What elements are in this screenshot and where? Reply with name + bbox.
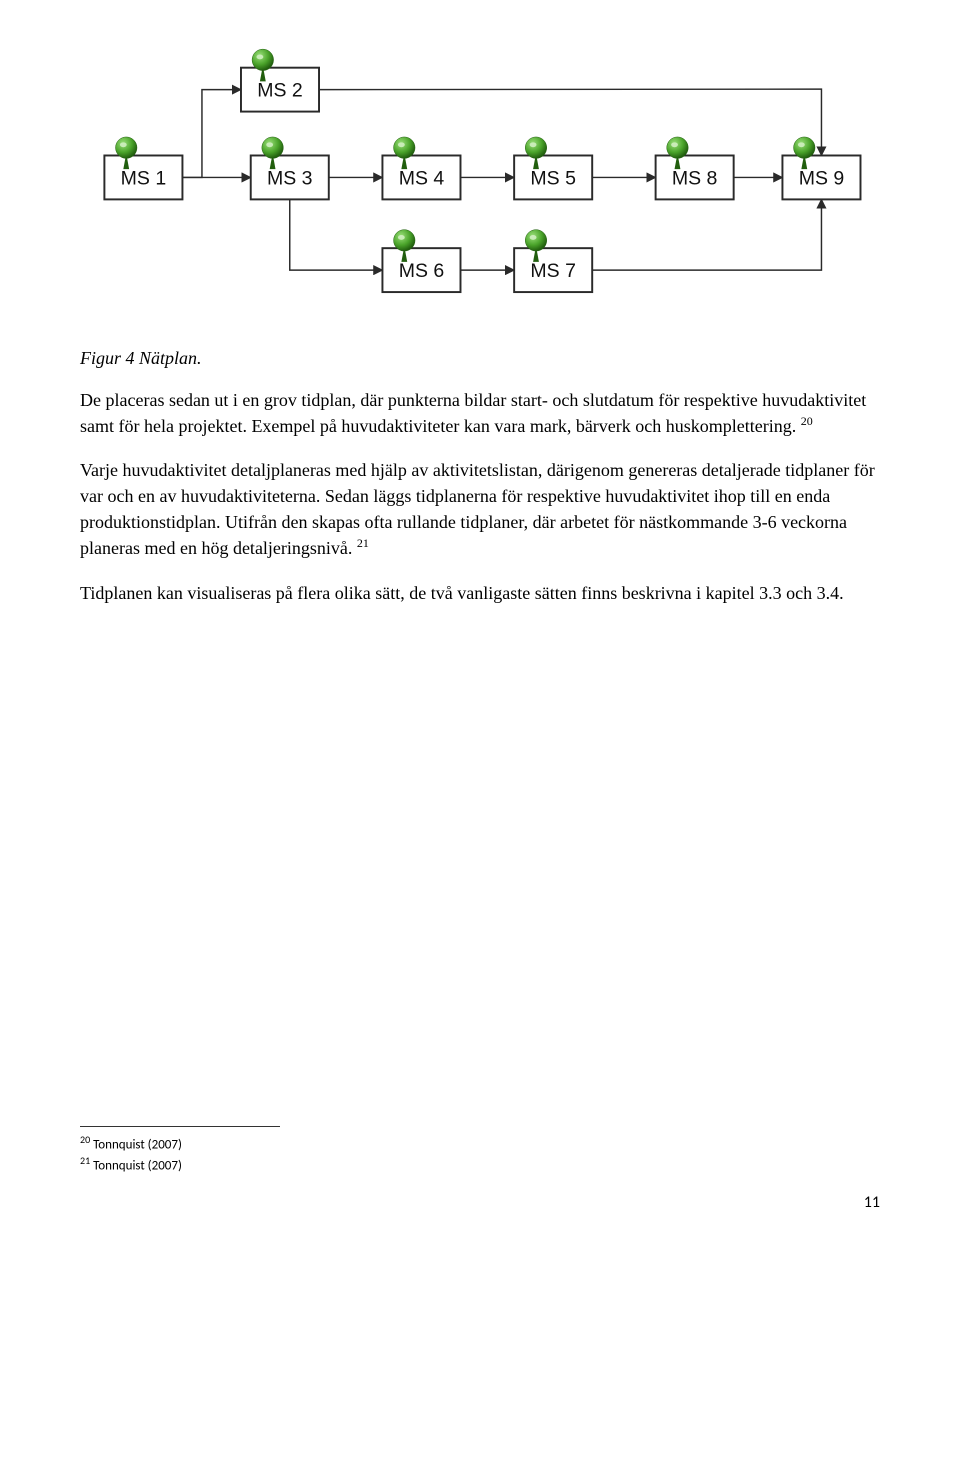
footnote-ref-20: 20 xyxy=(801,414,813,428)
paragraph-2: Varje huvudaktivitet detaljplaneras med … xyxy=(80,457,880,561)
svg-text:MS 5: MS 5 xyxy=(530,167,576,189)
footnote-21: 21 Tonnquist (2007) xyxy=(80,1154,880,1173)
footnote-20-num: 20 xyxy=(80,1133,90,1146)
svg-text:MS 9: MS 9 xyxy=(799,167,845,189)
footnote-20: 20 Tonnquist (2007) xyxy=(80,1133,880,1152)
svg-text:MS 6: MS 6 xyxy=(399,260,445,282)
page-number: 11 xyxy=(80,1193,880,1212)
figure-caption: Figur 4 Nätplan. xyxy=(80,348,880,369)
svg-text:MS 2: MS 2 xyxy=(257,79,303,101)
network-diagram: MS 1 MS 2 MS 3 MS 4 MS 5 MS 6 MS 7 MS 8 MS 9 xyxy=(80,20,880,330)
paragraph-1: De placeras sedan ut i en grov tidplan, … xyxy=(80,387,880,439)
svg-text:MS 1: MS 1 xyxy=(121,167,167,189)
footnote-ref-21: 21 xyxy=(357,536,369,550)
svg-text:MS 4: MS 4 xyxy=(399,167,445,189)
footnote-21-num: 21 xyxy=(80,1154,90,1167)
paragraph-2-text: Varje huvudaktivitet detaljplaneras med … xyxy=(80,460,875,558)
paragraph-1-text: De placeras sedan ut i en grov tidplan, … xyxy=(80,390,866,436)
svg-text:MS 7: MS 7 xyxy=(530,260,576,282)
paragraph-3: Tidplanen kan visualiseras på flera olik… xyxy=(80,580,880,606)
svg-text:MS 8: MS 8 xyxy=(672,167,718,189)
footnote-21-text: Tonnquist (2007) xyxy=(93,1158,182,1173)
footnote-20-text: Tonnquist (2007) xyxy=(93,1137,182,1152)
footnote-separator xyxy=(80,1126,280,1127)
svg-text:MS 3: MS 3 xyxy=(267,167,313,189)
